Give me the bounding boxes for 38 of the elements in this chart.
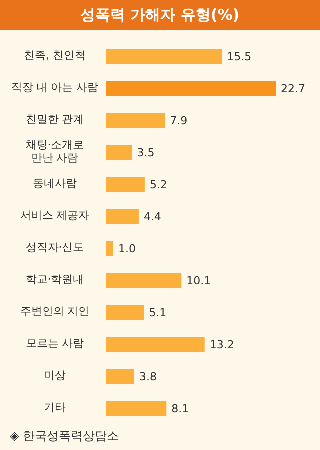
y-tick-label: 성직자·신도 [26,241,84,254]
bar [106,273,182,288]
bar [106,49,222,64]
data-label: 8.1 [172,402,190,416]
data-label: 15.5 [227,50,252,64]
bar [106,369,134,384]
data-label: 10.1 [186,274,212,288]
data-label: 4.4 [144,210,162,224]
bar [106,209,139,224]
y-tick-label: 직장 내 아는 사람 [11,81,99,94]
bar [106,113,166,128]
bar [106,177,145,192]
bar [106,145,132,160]
text: ◈ 한국성폭력상담소 [10,428,120,445]
y-tick-label: 동네사람 [33,177,77,190]
y-tick-label: 서비스 제공자 [20,209,90,222]
y-tick-label: 친족, 친인척 [24,49,86,62]
data-label: 7.9 [170,114,188,128]
y-tick-label: 미상 [44,369,66,382]
data-label: 13.2 [210,338,234,352]
y-tick-label: 친밀한 관계 [26,113,84,126]
bar [106,401,167,416]
chart-title: 성폭력 가해자 유형(%) [0,0,320,30]
y-tick-label: 주변인의 지인 [20,305,90,318]
bar [106,305,144,320]
data-label: 5.1 [149,306,167,320]
bar [106,81,276,96]
data-label: 1.0 [118,242,136,256]
data-label: 3.8 [139,370,157,384]
y-tick-label: 기타 [44,401,66,414]
bar [106,337,205,352]
y-tick-label: 모르는 사람 [26,337,84,350]
bar [106,241,114,256]
y-tick-label: 채팅·소개로 만난 사람 [26,138,84,165]
data-label: 22.7 [281,82,306,96]
y-tick-label: 학교·학원내 [26,273,84,286]
data-label: 3.5 [137,146,155,160]
data-label: 5.2 [150,178,168,192]
